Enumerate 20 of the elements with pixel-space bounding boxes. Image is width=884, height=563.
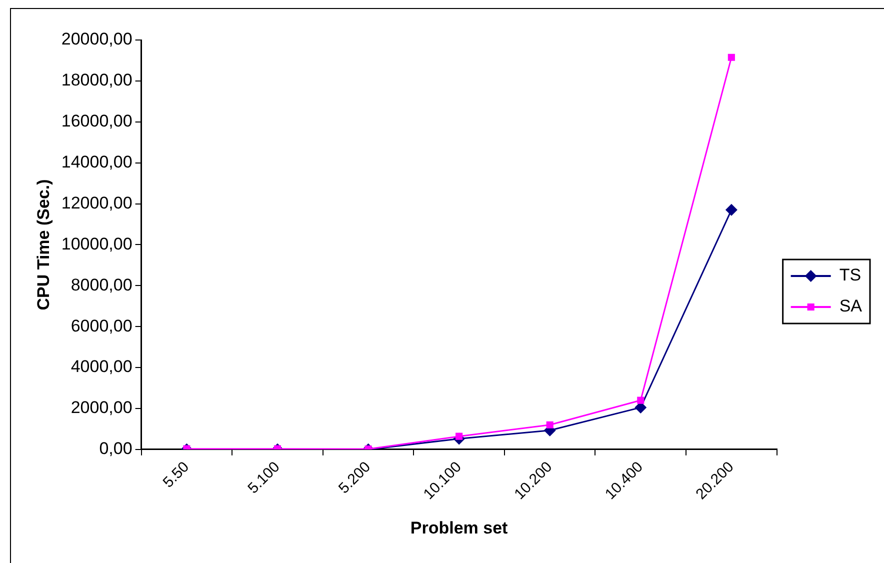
point [728, 54, 735, 61]
y-tick-label: 4000,00 [70, 357, 132, 376]
y-axis-title: CPU Time (Sec.) [34, 179, 53, 310]
point [546, 421, 554, 428]
y-tick-label: 12000,00 [61, 193, 132, 212]
x-tick-label: 5.50 [160, 458, 192, 492]
x-axis-title: Problem set [410, 518, 508, 538]
y-tick-label: 8000,00 [70, 275, 132, 294]
y-tick-label: 20000,00 [61, 30, 132, 49]
y-tick-label: 10000,00 [61, 234, 132, 254]
y-tick-label: 2000,00 [70, 398, 132, 418]
y-tick-label: 6000,00 [70, 316, 132, 336]
point [725, 204, 738, 216]
y-tick-label: 14000,00 [61, 152, 132, 172]
legend-label: SA [839, 296, 863, 316]
y-tick-label: 18000,00 [61, 70, 132, 90]
y-tick-label: 0,00 [99, 439, 132, 458]
legend-label: TS [839, 266, 862, 285]
point [637, 396, 644, 404]
y-tick-label: 16000,00 [61, 112, 132, 131]
